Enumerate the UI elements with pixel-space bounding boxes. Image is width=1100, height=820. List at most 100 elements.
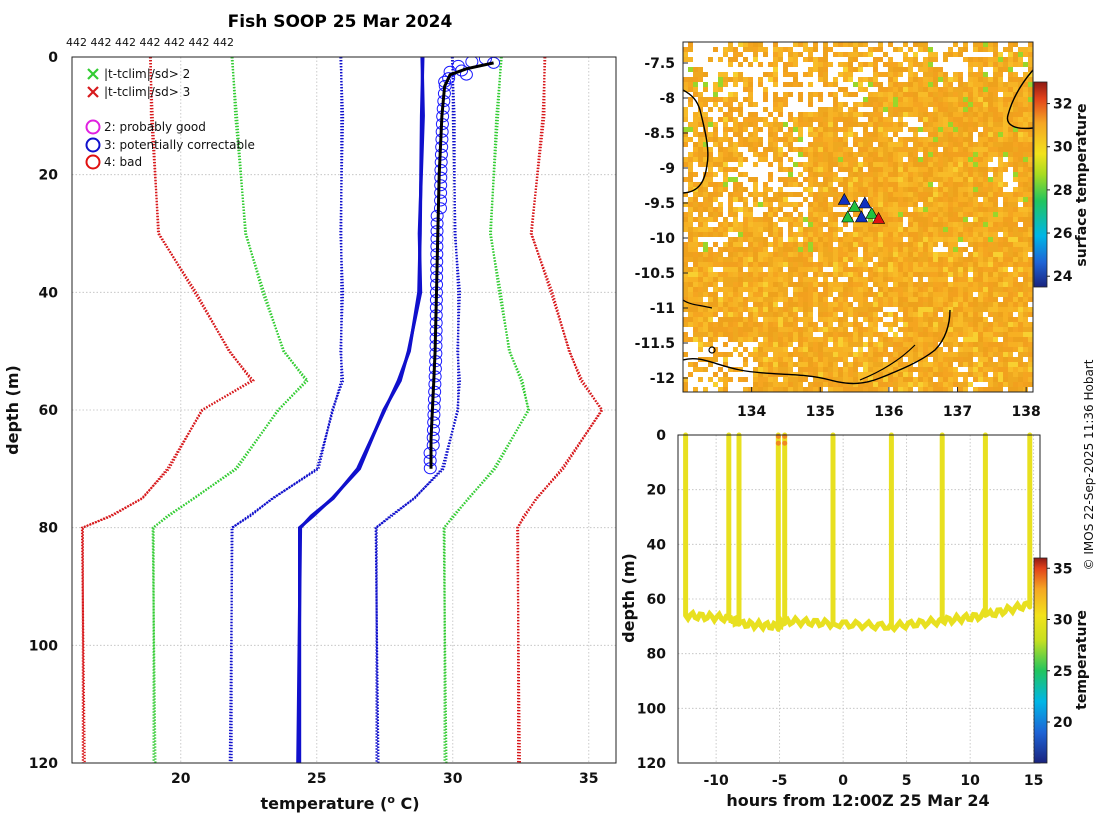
map-ytick-label: -9 [659,161,675,177]
sst-cell [1028,202,1033,207]
sst-cell [898,152,903,157]
sst-cell [958,162,963,167]
sst-cell [738,152,743,157]
sst-cell [823,157,828,162]
sst-cell [1003,357,1008,362]
sst-cell [983,337,988,342]
sst-cell [793,117,798,122]
sst-cell [788,212,793,217]
sst-cell [983,77,988,82]
sst-cell [808,152,813,157]
sst-cell [888,112,893,117]
sst-cell [698,102,703,107]
sst-cell [728,137,733,142]
sst-cell [723,152,728,157]
sst-cell [788,117,793,122]
sst-cell [778,162,783,167]
sst-cell [943,322,948,327]
sst-cell [743,332,748,337]
sst-cell [1028,137,1033,142]
sst-cell [983,322,988,327]
sst-cell [903,327,908,332]
sst-cell [738,262,743,267]
sst-cell [858,152,863,157]
sst-cell [823,162,828,167]
sst-cell [1028,292,1033,297]
sst-cell [723,77,728,82]
sst-cell [808,192,813,197]
sst-cell [998,287,1003,292]
sst-cell [973,152,978,157]
sst-cell [883,92,888,97]
sst-cell [933,167,938,172]
sst-cell [848,77,853,82]
sst-cell [893,322,898,327]
sst-cell [748,327,753,332]
sst-cell [818,237,823,242]
sst-cell [773,352,778,357]
sst-cell [978,212,983,217]
sst-cell [1018,82,1023,87]
sst-cell [708,272,713,277]
sst-cell [918,67,923,72]
sst-cell [703,227,708,232]
sst-cell [1018,132,1023,137]
sst-cell [908,127,913,132]
sst-cell [723,47,728,52]
sst-cell [768,377,773,382]
sst-cell [713,172,718,177]
sst-cell [908,147,913,152]
sst-cell [878,177,883,182]
sst-cell [973,312,978,317]
sst-cell [918,347,923,352]
sst-cell [803,237,808,242]
sst-cell [758,327,763,332]
sst-cell [853,382,858,387]
sst-cell [723,222,728,227]
sst-cell [908,322,913,327]
sst-cell [918,167,923,172]
sst-cell [733,207,738,212]
sst-cell [833,362,838,367]
sst-cell [898,187,903,192]
sst-cell [688,182,693,187]
sst-cell [688,302,693,307]
sst-cell [913,242,918,247]
sst-cell [868,192,873,197]
sst-cell [918,207,923,212]
sst-cell [858,42,863,47]
sst-cell [833,152,838,157]
sst-cell [1003,337,1008,342]
sst-cell [918,87,923,92]
sst-cell [943,162,948,167]
sst-cell [793,382,798,387]
sst-cell [1013,277,1018,282]
sst-cell [733,307,738,312]
sst-cell [798,267,803,272]
sst-cell [928,177,933,182]
sst-cell [698,142,703,147]
sst-cell [998,172,1003,177]
sst-cell [778,167,783,172]
map-ytick-label: -10.5 [635,266,675,282]
sst-cell [683,192,688,197]
sst-cell [813,67,818,72]
sst-cell [963,112,968,117]
sst-cell [793,347,798,352]
sst-cell [1008,107,1013,112]
sst-cell [793,147,798,152]
sst-cell [828,47,833,52]
sst-cell [923,117,928,122]
sst-cell [948,137,953,142]
map-cast-marker [841,210,855,223]
sst-cell [938,327,943,332]
sst-cell [863,277,868,282]
sst-cell [898,272,903,277]
sst-cell [988,152,993,157]
sst-cell [968,162,973,167]
sst-cell [918,62,923,67]
sst-cell [788,382,793,387]
sst-cell [928,102,933,107]
sst-cell [908,237,913,242]
sst-cell [1023,132,1028,137]
